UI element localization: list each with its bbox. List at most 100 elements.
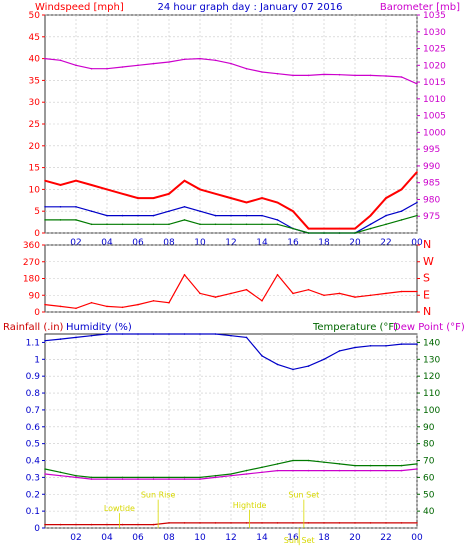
data-point: [230, 292, 232, 295]
data-point: [276, 219, 279, 221]
left-tick-label: 20: [29, 142, 41, 152]
data-point: [307, 288, 310, 291]
data-point: [137, 523, 139, 526]
data-point: [354, 522, 356, 524]
data-point: [369, 345, 372, 347]
data-point: [276, 201, 279, 204]
left-tick-label: 0.5: [26, 440, 40, 450]
data-point: [385, 469, 387, 472]
right-tick-label: 1035: [423, 11, 446, 21]
data-point: [137, 64, 139, 67]
data-point: [168, 210, 170, 212]
data-point: [214, 333, 217, 335]
data-point: [183, 522, 186, 524]
data-point: [292, 227, 294, 230]
right-tick-label: 50: [423, 490, 435, 500]
annotation-label: Hightide: [233, 501, 267, 510]
left-tick-label: 1.1: [26, 338, 40, 348]
data-point: [199, 522, 201, 524]
data-point: [292, 469, 294, 472]
x-tick-label: 08: [163, 238, 175, 248]
x-tick-label: 18: [318, 533, 330, 543]
data-point: [416, 343, 418, 345]
right-tick-label: 90: [423, 423, 435, 433]
data-point: [292, 210, 294, 212]
windspeed-axis-label: Windspeed [mph]: [35, 2, 124, 13]
data-point: [199, 223, 201, 226]
data-point: [214, 296, 217, 298]
data-point: [183, 179, 186, 182]
data-point: [214, 474, 217, 477]
left-tick-label: 0.6: [26, 423, 41, 433]
data-point: [369, 522, 372, 524]
left-tick-label: 270: [23, 258, 40, 268]
data-point: [245, 469, 248, 472]
data-point: [307, 74, 310, 77]
data-point: [152, 478, 155, 480]
data-point: [292, 368, 294, 371]
data-point: [152, 300, 155, 302]
data-point: [59, 474, 62, 477]
data-point: [199, 333, 201, 335]
data-point: [416, 171, 418, 173]
x-tick-label: 16: [287, 533, 299, 543]
data-point: [59, 305, 62, 308]
right-tick-label: 120: [423, 372, 440, 382]
left-tick-label: 0: [34, 308, 40, 318]
data-point: [369, 294, 372, 297]
data-point: [44, 303, 46, 306]
data-point: [323, 227, 325, 230]
right-tick-label: N: [423, 305, 431, 318]
x-tick-label: 04: [101, 533, 113, 543]
data-point: [338, 292, 341, 295]
data-point: [137, 478, 139, 480]
data-point: [307, 469, 310, 472]
data-point: [152, 223, 155, 226]
data-point: [385, 197, 387, 199]
data-point: [400, 76, 403, 78]
data-point: [44, 473, 46, 475]
data-point: [44, 523, 46, 526]
right-tick-label: S: [423, 272, 430, 285]
data-point: [183, 58, 186, 61]
data-point: [323, 358, 325, 361]
data-point: [59, 59, 62, 62]
data-point: [400, 464, 403, 467]
data-point: [168, 193, 170, 195]
x-tick-label: 06: [132, 533, 144, 543]
data-point: [385, 464, 387, 467]
left-tick-label: 0.2: [26, 490, 40, 500]
left-tick-label: 50: [29, 11, 41, 21]
temperature-axis-label: Temperature (°F): [312, 322, 398, 333]
x-tick-label: 12: [225, 238, 236, 248]
right-tick-label: 975: [423, 212, 440, 222]
annotation-label: Sun Set: [288, 491, 319, 500]
graph-title: 24 hour graph day : January 07 2016: [158, 2, 343, 13]
data-point: [199, 57, 201, 60]
data-point: [385, 214, 387, 217]
data-point: [75, 219, 77, 221]
left-tick-label: 0: [34, 229, 40, 239]
data-point: [245, 522, 248, 524]
x-tick-label: 14: [256, 238, 268, 248]
left-tick-label: 0.1: [26, 507, 40, 517]
data-point: [121, 478, 124, 480]
data-point: [400, 290, 403, 293]
data-point: [385, 345, 387, 347]
right-tick-label: 130: [423, 355, 440, 365]
annotation-label: Lowtide: [104, 504, 135, 513]
right-tick-label: 100: [423, 406, 440, 416]
data-point: [44, 206, 46, 208]
data-point: [230, 334, 232, 337]
data-point: [292, 74, 294, 77]
data-point: [230, 474, 232, 477]
data-point: [75, 179, 77, 182]
data-point: [121, 214, 124, 217]
right-tick-label: 1000: [423, 128, 446, 138]
left-tick-label: 40: [29, 55, 41, 65]
left-tick-label: 90: [29, 291, 41, 301]
data-point: [261, 355, 263, 357]
data-point: [261, 300, 263, 302]
data-point: [59, 338, 62, 340]
data-point: [276, 223, 279, 226]
